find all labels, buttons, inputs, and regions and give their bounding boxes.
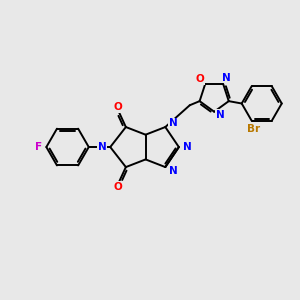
Text: Br: Br [247,124,260,134]
Text: O: O [113,102,122,112]
Text: N: N [169,118,178,128]
Text: N: N [183,142,192,152]
Text: N: N [216,110,225,120]
Text: N: N [169,166,178,176]
Text: F: F [34,142,42,152]
Text: N: N [98,142,106,152]
Text: N: N [222,73,231,82]
Text: O: O [196,74,204,84]
Text: O: O [113,182,122,192]
